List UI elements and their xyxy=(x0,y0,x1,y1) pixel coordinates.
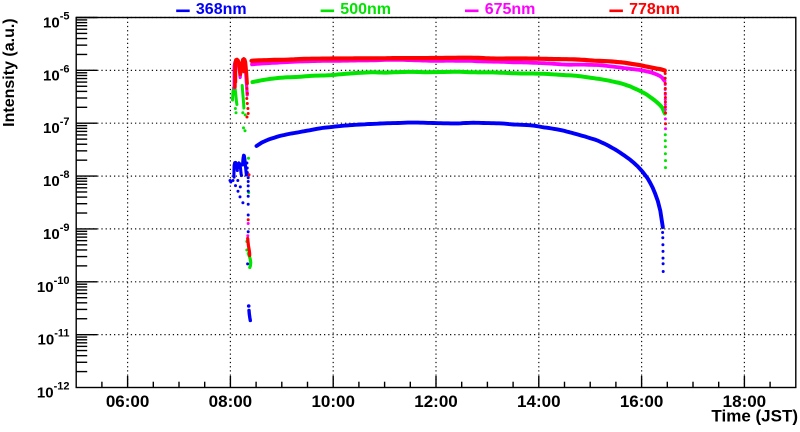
svg-text:08:00: 08:00 xyxy=(209,392,252,411)
svg-text:06:00: 06:00 xyxy=(106,392,149,411)
svg-text:16:00: 16:00 xyxy=(620,392,663,411)
svg-text:10:00: 10:00 xyxy=(311,392,354,411)
svg-text:500nm: 500nm xyxy=(340,1,391,18)
svg-text:14:00: 14:00 xyxy=(517,392,560,411)
svg-text:675nm: 675nm xyxy=(485,1,536,18)
svg-text:12:00: 12:00 xyxy=(414,392,457,411)
svg-text:Time (JST): Time (JST) xyxy=(711,407,798,426)
svg-text:18:00: 18:00 xyxy=(723,392,766,411)
svg-text:Intensity (a.u.): Intensity (a.u.) xyxy=(1,18,18,126)
svg-text:368nm: 368nm xyxy=(196,1,247,18)
svg-text:778nm: 778nm xyxy=(629,1,680,18)
